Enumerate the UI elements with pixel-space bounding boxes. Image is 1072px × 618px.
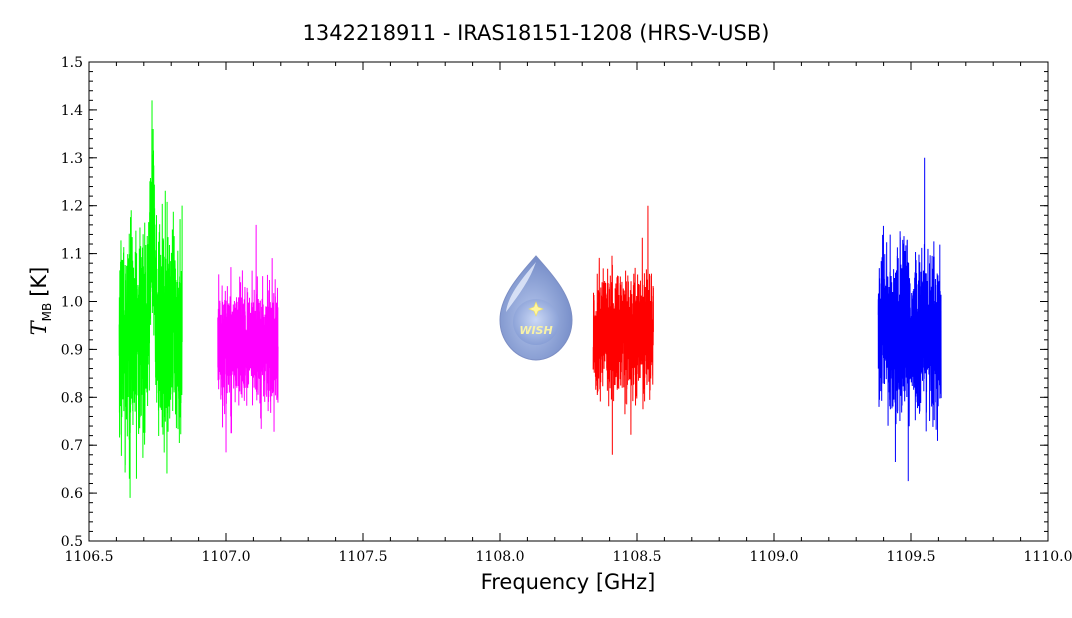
wish-logo-text: WISH xyxy=(519,324,552,337)
y-axis-label: TMB [K] xyxy=(27,267,54,336)
y-tick-label: 1.0 xyxy=(61,295,83,311)
x-tick-label: 1109.5 xyxy=(887,549,936,565)
x-tick-label: 1108.5 xyxy=(613,549,662,565)
y-tick-label: 1.1 xyxy=(61,247,83,263)
wish-drop-highlight xyxy=(506,262,536,312)
y-tick-label: 1.3 xyxy=(61,151,83,167)
series-line-3 xyxy=(592,205,654,455)
ticks-layer: 1106.5 1107.0 1107.5 1108.0 1108.5 1109.0 1109… xyxy=(61,55,1072,565)
y-tick-label: 1.4 xyxy=(61,103,83,119)
y-tick-label: 0.8 xyxy=(61,390,83,406)
y-tick-label: 0.5 xyxy=(61,534,83,550)
wish-logo: WISH xyxy=(499,255,573,361)
wish-inner-globe xyxy=(513,299,559,345)
x-tick-label: 1106.5 xyxy=(65,549,114,565)
y-axis-label-subscript: MB xyxy=(40,303,54,322)
y-tick-label: 0.6 xyxy=(61,486,83,502)
x-tick-label: 1107.0 xyxy=(202,549,251,565)
series-layer xyxy=(118,100,942,498)
y-tick-label: 0.7 xyxy=(61,438,83,454)
y-axis-label-unit: [K] xyxy=(27,267,51,297)
y-tick-label: 1.5 xyxy=(61,55,83,71)
y-axis-label-symbol: T xyxy=(27,319,51,335)
x-tick-label: 1108.0 xyxy=(476,549,525,565)
series-line-1 xyxy=(118,100,183,498)
series-line-4 xyxy=(877,157,942,482)
x-axis-label: Frequency [GHz] xyxy=(481,570,656,594)
x-tick-label: 1107.5 xyxy=(339,549,388,565)
chart-title: 1342218911 - IRAS18151-1208 (HRS-V-USB) xyxy=(303,21,770,45)
x-tick-label: 1109.0 xyxy=(750,549,799,565)
svg-text:TMB[K]: TMB [K] xyxy=(27,267,54,336)
y-tick-label: 0.9 xyxy=(61,342,83,358)
y-tick-label: 1.2 xyxy=(61,199,83,215)
series-line-2 xyxy=(217,224,279,453)
x-tick-label: 1110.0 xyxy=(1024,549,1072,565)
wish-star-icon xyxy=(528,301,544,317)
